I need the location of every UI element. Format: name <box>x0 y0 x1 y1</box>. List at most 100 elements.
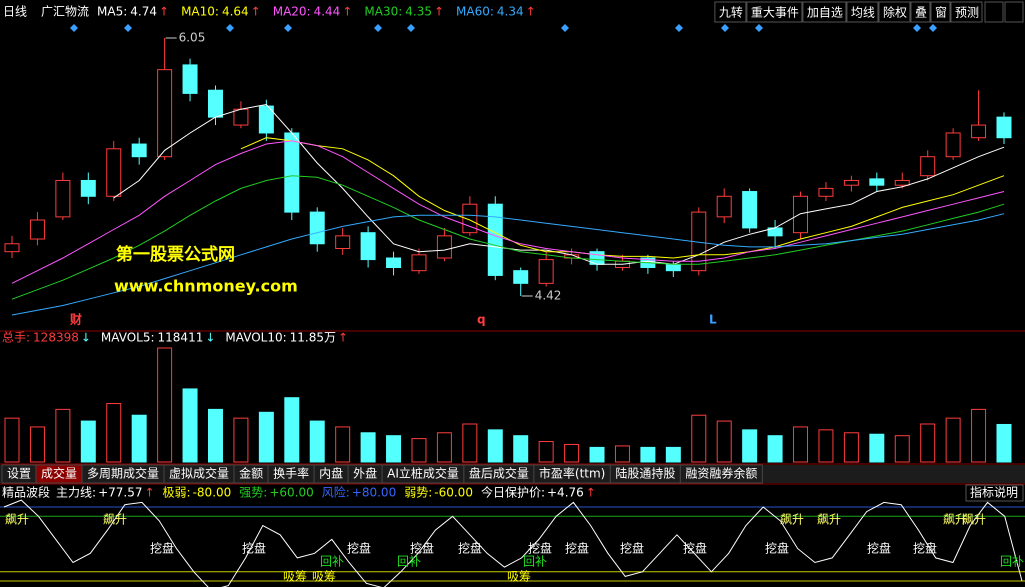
candle-body <box>742 191 758 229</box>
tab-label[interactable]: AI立桩成交量 <box>387 466 459 481</box>
toolbar-button[interactable] <box>950 1 983 23</box>
tab[interactable] <box>679 464 763 484</box>
signal-label: 挖盘 <box>867 541 891 556</box>
candle-body <box>207 89 223 118</box>
trend-arrow: ↑ <box>144 486 154 500</box>
toolbar-button[interactable] <box>846 1 879 23</box>
volume-bar <box>793 426 809 463</box>
tab-label[interactable]: 内盘 <box>319 466 343 481</box>
event-marker: L <box>709 313 717 327</box>
tab-label[interactable]: 金额 <box>239 466 263 481</box>
tab-label[interactable]: 市盈率(ttm) <box>539 466 605 481</box>
volume-bar <box>614 445 630 463</box>
watermark-url: www.chnmoney.com <box>114 277 298 296</box>
volume-bar <box>945 417 961 463</box>
toolbar-button-label[interactable]: 预测 <box>955 6 979 20</box>
trend-arrow: ↑ <box>342 5 352 19</box>
event-diamond[interactable] <box>913 24 921 32</box>
signal-label: 挖盘 <box>458 541 482 556</box>
signal-label: 挖盘 <box>347 541 371 556</box>
volume-value: 11.85万 <box>290 331 336 345</box>
volume-bar <box>462 423 478 463</box>
event-diamond[interactable] <box>226 24 234 32</box>
candle-body <box>360 232 376 261</box>
candle-body <box>157 69 173 158</box>
event-diamond[interactable] <box>929 24 937 32</box>
event-diamond[interactable] <box>284 24 292 32</box>
indicator-help-button[interactable] <box>965 484 1024 502</box>
toolbar-button[interactable] <box>802 1 847 23</box>
field-label: 风险: <box>322 485 350 500</box>
volume-bar <box>157 347 173 463</box>
main-force-line <box>3 499 1023 587</box>
signal-label: 吸筹 <box>283 570 307 584</box>
candle-body <box>335 235 351 250</box>
event-diamond[interactable] <box>561 24 569 32</box>
toolbar-button[interactable] <box>930 1 951 23</box>
event-diamond[interactable] <box>407 24 415 32</box>
trend-arrow: ↑ <box>251 5 261 19</box>
field-value: -60.00 <box>434 486 473 500</box>
event-diamond[interactable] <box>124 24 132 32</box>
event-diamond[interactable] <box>70 24 78 32</box>
candle-body <box>665 263 681 272</box>
toolbar-button-label[interactable]: 九转 <box>719 5 743 20</box>
tab-label[interactable]: 陆股通持股 <box>615 466 675 481</box>
volume-bar <box>716 420 732 463</box>
event-marker: 财 <box>69 312 82 327</box>
toolbar-button[interactable] <box>878 1 911 23</box>
toolbar-button[interactable] <box>910 1 931 23</box>
candle-body <box>869 178 885 186</box>
candle-body <box>436 235 452 259</box>
volume-bar <box>971 408 987 463</box>
volume-bar <box>843 432 859 463</box>
indicator-help-label[interactable]: 指标说明 <box>970 485 1018 500</box>
event-diamond[interactable] <box>721 24 729 32</box>
signal-label: 挖盘 <box>410 541 434 556</box>
ma-line <box>11 175 1005 300</box>
volume-value: 118411 <box>158 331 204 345</box>
trend-arrow: ↓ <box>205 331 215 345</box>
volume-bar <box>640 446 656 463</box>
tab-label[interactable]: 设置 <box>7 467 31 481</box>
trend-arrow: ↑ <box>526 5 536 19</box>
candle-body <box>843 179 859 186</box>
candle-body <box>258 105 274 134</box>
toolbar-button[interactable] <box>714 1 747 23</box>
toolbar-button-label[interactable]: 除权 <box>883 5 907 20</box>
volume-bar <box>411 438 427 463</box>
tab-label[interactable]: 外盘 <box>353 466 377 481</box>
tab-label[interactable]: 多周期成交量 <box>87 466 159 481</box>
tab-label[interactable]: 盘后成交量 <box>469 466 529 481</box>
lock-icon[interactable] <box>984 1 1004 23</box>
candle-body <box>106 148 122 197</box>
toolbar-button-label[interactable]: 均线 <box>851 6 875 20</box>
stock-name: 广汇物流 <box>41 5 89 19</box>
event-diamond[interactable] <box>755 24 763 32</box>
toolbar-button-label[interactable]: 加自选 <box>807 6 843 20</box>
event-diamond[interactable] <box>374 24 382 32</box>
signal-label: 飙升 <box>962 512 986 527</box>
toolbar-button[interactable] <box>746 1 803 23</box>
candle-body <box>131 143 147 158</box>
toolbar-button-label[interactable]: 叠 <box>915 6 927 20</box>
tab-label[interactable]: 融资融券余额 <box>685 466 757 481</box>
tab-label[interactable]: 换手率 <box>273 466 309 481</box>
tab-label[interactable]: 虚拟成交量 <box>169 466 229 481</box>
menu-icon[interactable] <box>1004 1 1024 23</box>
candle-body <box>284 132 300 213</box>
toolbar-button-label[interactable]: 窗 <box>935 6 947 20</box>
high-label: 6.05 <box>179 31 206 45</box>
trend-arrow: ↑ <box>338 331 348 345</box>
tab-label[interactable]: 成交量 <box>41 466 77 481</box>
event-diamond[interactable] <box>675 24 683 32</box>
candle-body <box>971 124 987 139</box>
signal-label: 飙升 <box>817 512 841 527</box>
toolbar-button-label[interactable]: 重大事件 <box>751 6 799 20</box>
volume-bar <box>207 408 223 463</box>
signal-label: 飙升 <box>943 512 967 527</box>
volume-bar <box>767 435 783 463</box>
signal-label: 挖盘 <box>528 541 552 556</box>
volume-label: MAVOL5: <box>101 331 155 345</box>
